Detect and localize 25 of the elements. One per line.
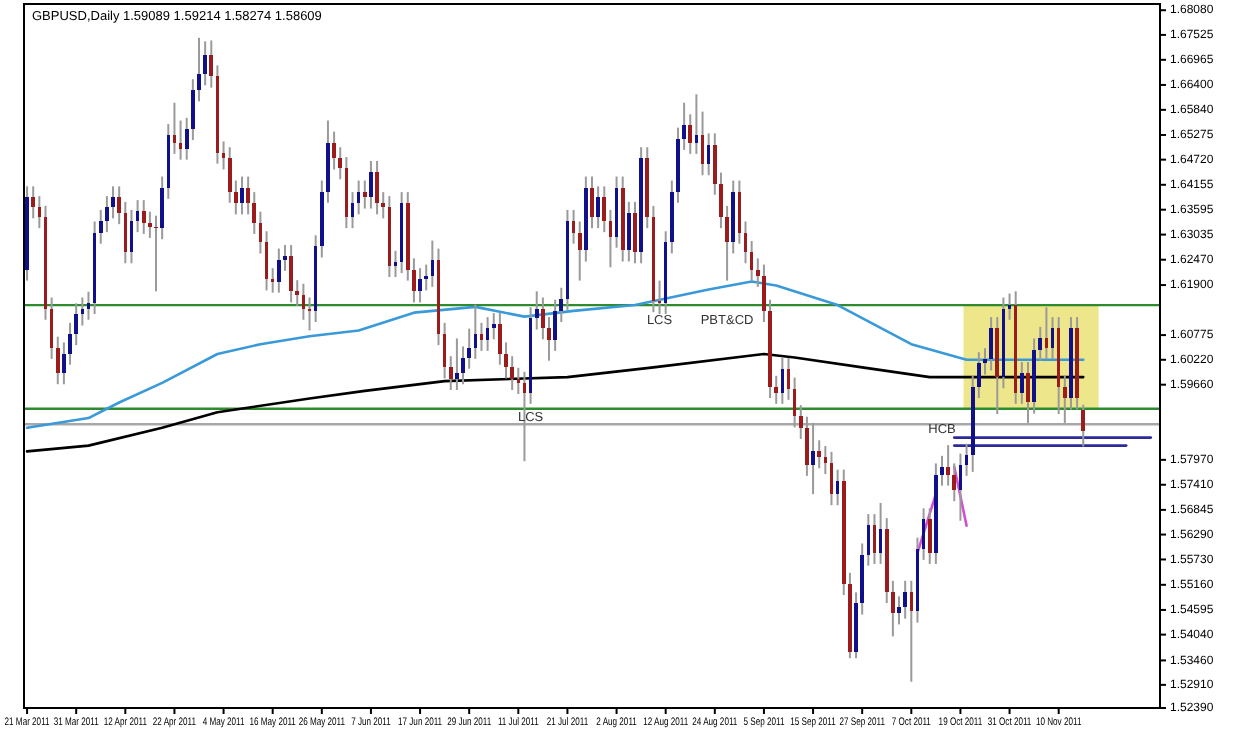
candlestick bbox=[989, 316, 993, 372]
candlestick bbox=[903, 579, 907, 620]
candlestick bbox=[369, 159, 373, 210]
candlestick bbox=[927, 507, 932, 565]
candlestick bbox=[277, 247, 281, 294]
candlestick bbox=[455, 337, 459, 392]
candlestick bbox=[657, 279, 662, 315]
candlestick bbox=[418, 267, 422, 304]
candlestick bbox=[633, 200, 637, 265]
candlestick bbox=[240, 175, 244, 216]
candlestick bbox=[627, 200, 631, 263]
candlestick bbox=[596, 185, 600, 230]
candlestick bbox=[289, 244, 293, 304]
line-series bbox=[25, 280, 1085, 430]
candlestick bbox=[375, 159, 379, 216]
candlestick bbox=[141, 199, 146, 235]
candlestick bbox=[332, 130, 336, 171]
candlestick bbox=[1081, 403, 1086, 448]
candlestick bbox=[811, 421, 815, 496]
candlestick bbox=[31, 185, 36, 220]
candlestick bbox=[817, 439, 821, 470]
candlestick bbox=[1020, 361, 1024, 405]
candlestick bbox=[590, 175, 594, 230]
candlestick bbox=[1026, 361, 1030, 424]
candlestick bbox=[363, 179, 367, 210]
